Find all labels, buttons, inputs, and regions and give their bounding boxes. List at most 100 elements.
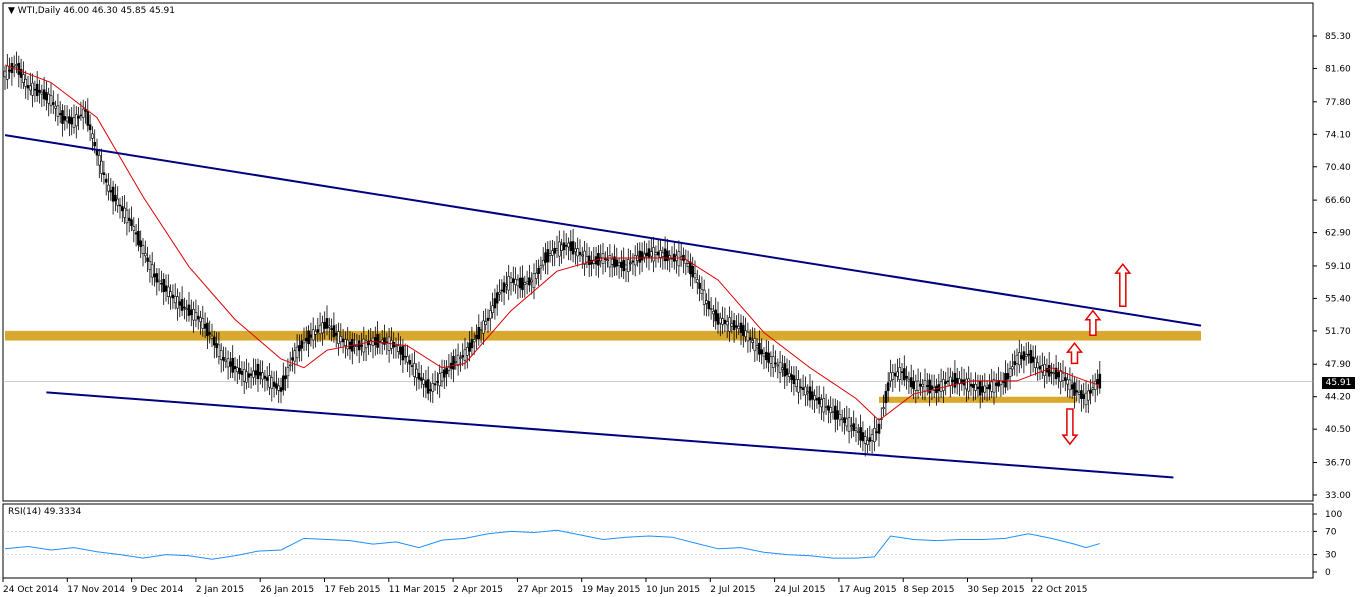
candle-body xyxy=(534,272,538,279)
time-axis-label: 10 Jun 2015 xyxy=(646,585,700,595)
candle-body xyxy=(176,296,179,309)
candle-body xyxy=(196,315,200,320)
price-axis-label: 59.10 xyxy=(1325,262,1351,272)
candle-body xyxy=(134,232,138,235)
candle-body xyxy=(700,289,704,295)
candle-body xyxy=(15,64,18,66)
candle-body xyxy=(1031,356,1035,363)
candle-body xyxy=(415,368,419,378)
candle-body xyxy=(776,364,780,367)
candle-body xyxy=(709,308,713,310)
price-axis-label: 81.60 xyxy=(1325,64,1351,74)
candle-body xyxy=(997,380,1000,387)
candle-body xyxy=(801,387,805,390)
candle-body xyxy=(1091,387,1095,390)
candle-body xyxy=(758,342,761,355)
candle-body xyxy=(921,383,925,387)
candle-body xyxy=(261,372,264,380)
candle-body xyxy=(146,257,149,262)
candle-body xyxy=(741,324,745,336)
current-price-label: 45.91 xyxy=(1322,377,1355,389)
dropdown-triangle-icon[interactable]: ▼ xyxy=(8,6,18,16)
candle-body xyxy=(236,367,239,373)
price-axis-label: 77.80 xyxy=(1325,98,1351,108)
candle-body xyxy=(429,389,432,391)
candle-body xyxy=(440,372,444,382)
candle-body xyxy=(827,405,830,411)
candle-body xyxy=(838,414,842,421)
candle-body xyxy=(224,359,228,362)
candle-body xyxy=(486,317,490,321)
candle-body xyxy=(732,320,736,331)
candle-body xyxy=(242,369,246,382)
trendline-lower[interactable] xyxy=(46,391,1174,479)
candle-body xyxy=(35,83,39,96)
candle-body xyxy=(668,255,672,260)
candle-body xyxy=(833,405,837,420)
candle-body xyxy=(396,345,400,352)
candle-body xyxy=(944,381,948,384)
candle-body xyxy=(472,339,476,343)
candle-body xyxy=(84,109,87,112)
candle-body xyxy=(1070,384,1074,390)
candle-body xyxy=(606,259,609,262)
candle-body xyxy=(702,289,706,305)
trendline-upper[interactable] xyxy=(4,134,1202,327)
candle-body xyxy=(1096,378,1099,385)
candle-body xyxy=(442,369,446,378)
time-axis-label: 8 Sep 2015 xyxy=(903,585,954,595)
candle-body xyxy=(877,423,881,434)
time-axis-label: 11 Mar 2015 xyxy=(389,585,446,595)
candle-body xyxy=(1020,355,1023,359)
candle-body xyxy=(479,329,483,331)
candle-body xyxy=(45,92,48,101)
candle-body xyxy=(951,379,954,382)
candle-body xyxy=(334,332,338,336)
candle-body xyxy=(574,248,577,252)
candle-body xyxy=(990,381,994,392)
candle-body xyxy=(856,431,860,433)
candle-body xyxy=(304,337,308,342)
candle-body xyxy=(873,428,876,443)
candle-body xyxy=(247,373,251,378)
time-axis-label: 9 Dec 2014 xyxy=(132,585,184,595)
candle-body xyxy=(840,417,844,420)
candle-body xyxy=(603,258,607,260)
candle-body xyxy=(852,423,856,431)
candle-body xyxy=(505,284,508,287)
candle-body xyxy=(546,249,550,263)
candle-body xyxy=(557,241,561,257)
candle-body xyxy=(994,382,998,386)
candle-body xyxy=(344,339,347,346)
time-axis-label: 2 Jan 2015 xyxy=(196,585,244,595)
candle-body xyxy=(408,360,412,365)
candle-body xyxy=(555,248,559,251)
candle-body xyxy=(725,321,729,326)
price-axis-label: 85.30 xyxy=(1325,32,1351,42)
candle-body xyxy=(946,380,950,383)
candle-body xyxy=(298,345,301,352)
candle-body xyxy=(104,178,108,183)
candle-body xyxy=(394,345,398,347)
candle-body xyxy=(417,372,421,380)
candle-body xyxy=(889,372,892,382)
candle-body xyxy=(875,431,879,433)
time-axis-label: 19 May 2015 xyxy=(582,585,641,595)
candle-body xyxy=(661,252,665,257)
candle-body xyxy=(663,248,667,262)
candle-body xyxy=(1036,362,1039,369)
candle-body xyxy=(712,310,715,315)
candle-body xyxy=(659,250,662,258)
candle-body xyxy=(652,247,655,262)
candle-body xyxy=(1087,390,1090,401)
candle-body xyxy=(482,320,485,334)
candle-body xyxy=(213,336,216,346)
candle-body xyxy=(762,353,766,357)
candle-body xyxy=(26,85,30,89)
candle-body xyxy=(206,322,209,337)
time-axis-label: 24 Oct 2014 xyxy=(3,585,59,595)
candle-body xyxy=(847,417,851,432)
candle-body xyxy=(523,282,527,285)
candle-body xyxy=(79,114,83,117)
